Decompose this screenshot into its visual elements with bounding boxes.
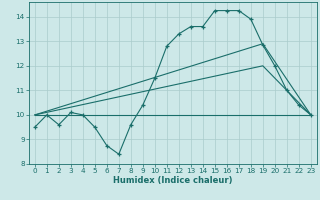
X-axis label: Humidex (Indice chaleur): Humidex (Indice chaleur) bbox=[113, 176, 233, 185]
